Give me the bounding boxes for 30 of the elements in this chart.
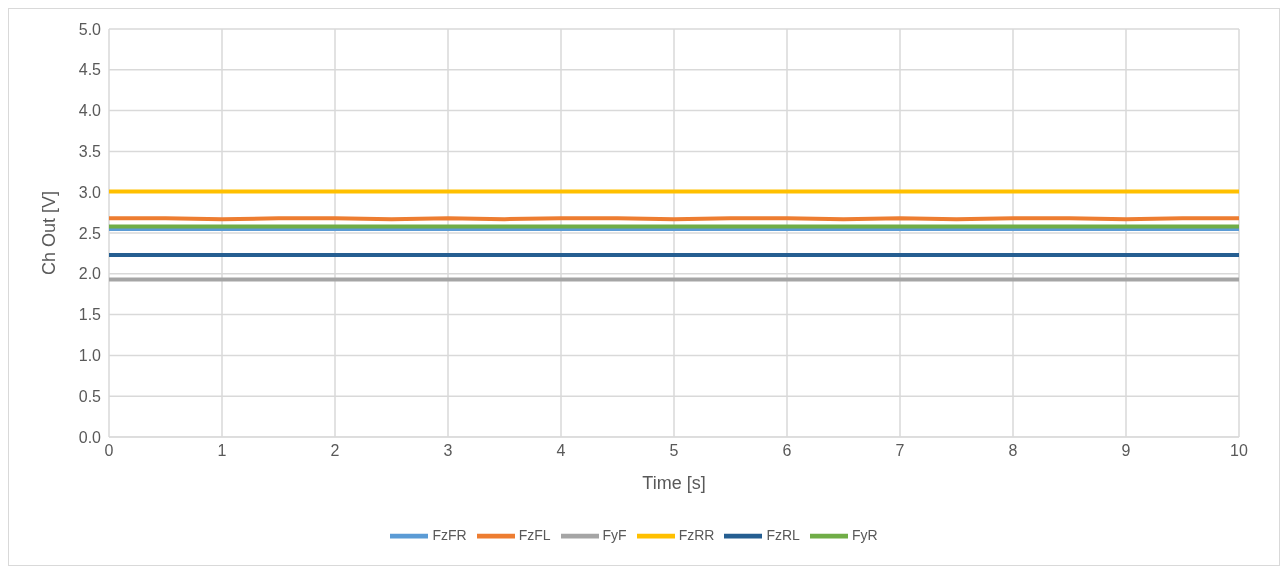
x-tick-label: 4 — [556, 442, 566, 460]
y-tick-label: 0.5 — [78, 387, 102, 405]
y-tick-label: 0.0 — [78, 428, 102, 446]
legend-label: FzRL — [766, 526, 800, 543]
y-axis-title: Ch Out [V] — [39, 190, 60, 276]
x-axis-title: Time [s] — [642, 473, 706, 493]
y-tick-label: 2.0 — [78, 265, 102, 283]
y-tick-label: 1.5 — [78, 306, 102, 324]
y-tick-label: 1.0 — [78, 347, 102, 365]
x-tick-label: 9 — [1121, 442, 1131, 460]
y-tick-label: 3.5 — [78, 143, 102, 161]
legend-label: FzFR — [432, 526, 467, 543]
x-tick-label: 7 — [895, 442, 905, 460]
y-tick-label: 2.5 — [78, 224, 102, 242]
x-tick-label: 0 — [104, 442, 114, 460]
x-tick-label: 3 — [443, 442, 453, 460]
x-tick-label: 10 — [1230, 442, 1248, 460]
x-tick-label: 8 — [1008, 442, 1018, 460]
legend-label: FyR — [851, 526, 878, 543]
x-tick-label: 1 — [217, 442, 227, 460]
legend-label: FzFL — [518, 526, 551, 543]
x-tick-label: 5 — [669, 442, 679, 460]
x-tick-label: 2 — [330, 442, 340, 460]
y-tick-label: 4.0 — [78, 102, 102, 120]
y-tick-label: 4.5 — [78, 61, 102, 79]
legend-label: FzRR — [678, 526, 715, 543]
legend-label: FyF — [602, 526, 627, 543]
y-tick-label: 3.0 — [78, 183, 102, 201]
x-tick-label: 6 — [782, 442, 792, 460]
y-tick-label: 5.0 — [78, 20, 102, 38]
